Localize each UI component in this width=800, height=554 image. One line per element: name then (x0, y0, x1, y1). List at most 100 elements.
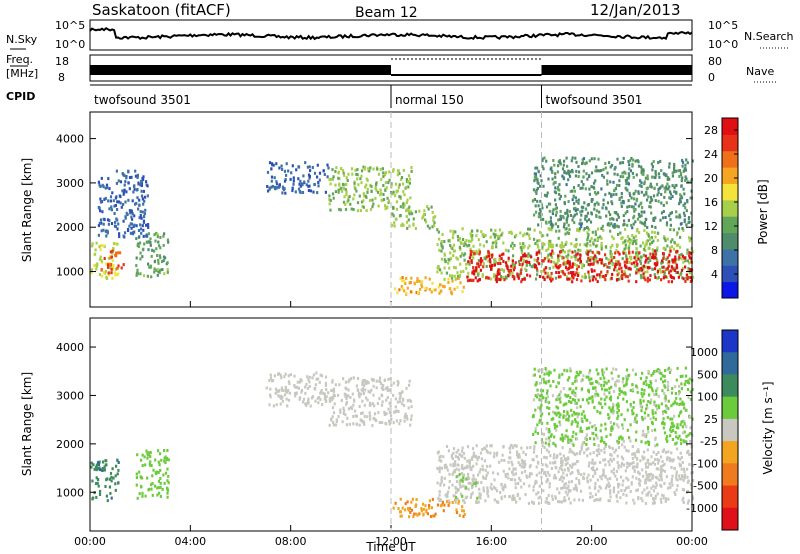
heatmap-cell (560, 476, 563, 480)
heatmap-cell (143, 455, 146, 459)
power-colorbar-swatch (722, 183, 738, 201)
heatmap-cell (110, 479, 113, 483)
heatmap-cell (361, 411, 364, 415)
heatmap-cell (371, 424, 374, 428)
heatmap-cell (551, 494, 554, 498)
heatmap-cell (526, 232, 529, 236)
heatmap-cell (607, 261, 611, 265)
heatmap-cell (567, 253, 570, 257)
heatmap-cell (610, 194, 613, 198)
heatmap-cell (146, 223, 150, 226)
heatmap-cell (631, 250, 634, 254)
heatmap-cell (142, 189, 145, 193)
heatmap-cell (566, 267, 569, 271)
heatmap-cell (680, 252, 683, 256)
heatmap-cell (146, 184, 149, 188)
heatmap-cell (651, 389, 654, 393)
heatmap-cell (99, 468, 102, 472)
heatmap-cell (284, 372, 287, 376)
heatmap-cell (405, 185, 408, 189)
heatmap-cell (513, 235, 517, 239)
heatmap-cell (553, 411, 556, 415)
heatmap-cell (351, 172, 354, 176)
heatmap-cell (640, 190, 643, 194)
heatmap-cell (484, 477, 487, 480)
heatmap-cell (642, 168, 645, 172)
heatmap-cell (658, 371, 661, 375)
station-title: Saskatoon (fitACF) (92, 1, 231, 19)
heatmap-cell (314, 399, 317, 403)
heatmap-cell (469, 495, 472, 499)
heatmap-cell (554, 443, 557, 447)
heatmap-cell (642, 474, 645, 478)
heatmap-cell (656, 368, 660, 372)
heatmap-cell (650, 381, 653, 385)
heatmap-cell (582, 183, 585, 186)
heatmap-cell (115, 254, 118, 258)
heatmap-cell (520, 465, 523, 469)
heatmap-cell (628, 273, 631, 277)
heatmap-cell (591, 230, 594, 234)
heatmap-cell (360, 181, 363, 185)
heatmap-cell (677, 414, 680, 418)
heatmap-cell (682, 277, 685, 281)
heatmap-cell (638, 215, 641, 218)
heatmap-cell (599, 402, 602, 406)
heatmap-cell (617, 233, 620, 236)
freq-band-segment (541, 65, 692, 75)
heatmap-cell (679, 197, 682, 201)
heatmap-cell (666, 368, 669, 372)
heatmap-cell (592, 185, 595, 189)
heatmap-cell (545, 480, 548, 484)
heatmap-cell (679, 222, 682, 226)
heatmap-cell (398, 183, 401, 187)
heatmap-cell (634, 438, 638, 442)
heatmap-cell (605, 214, 608, 218)
heatmap-cell (641, 491, 644, 495)
heatmap-cell (459, 240, 462, 244)
heatmap-cell (583, 227, 586, 231)
heatmap-cell (625, 182, 628, 185)
heatmap-cell (683, 420, 686, 424)
heatmap-cell (610, 428, 613, 432)
heatmap-cell (422, 513, 425, 517)
heatmap-cell (574, 418, 577, 422)
heatmap-cell (110, 255, 113, 259)
heatmap-cell (457, 463, 460, 467)
heatmap-cell (565, 227, 568, 231)
heatmap-cell (111, 467, 114, 471)
heatmap-cell (688, 220, 691, 224)
heatmap-cell (663, 246, 666, 250)
heatmap-cell (562, 271, 565, 275)
heatmap-cell (673, 167, 676, 171)
heatmap-cell (482, 489, 485, 493)
heatmap-cell (652, 249, 655, 253)
heatmap-cell (581, 443, 584, 447)
heatmap-cell (589, 396, 592, 400)
heatmap-cell (602, 228, 605, 232)
heatmap-cell (438, 470, 441, 474)
heatmap-cell (119, 195, 122, 199)
heatmap-cell (575, 412, 578, 416)
heatmap-cell (298, 396, 302, 400)
heatmap-cell (682, 439, 685, 443)
heatmap-cell (347, 172, 350, 176)
heatmap-cell (628, 266, 631, 270)
heatmap-cell (562, 216, 565, 220)
heatmap-cell (558, 229, 561, 233)
heatmap-cell (678, 434, 681, 438)
heatmap-cell (520, 458, 524, 462)
heatmap-cell (597, 227, 600, 231)
heatmap-cell (103, 468, 106, 472)
heatmap-cell (110, 475, 113, 479)
heatmap-cell (632, 411, 635, 415)
heatmap-cell (519, 246, 522, 249)
heatmap-cell (665, 187, 668, 191)
heatmap-cell (323, 392, 326, 396)
heatmap-cell (687, 479, 690, 483)
heatmap-cell (615, 260, 618, 264)
heatmap-cell (574, 391, 577, 395)
heatmap-cell (615, 403, 618, 407)
heatmap-cell (587, 258, 590, 262)
